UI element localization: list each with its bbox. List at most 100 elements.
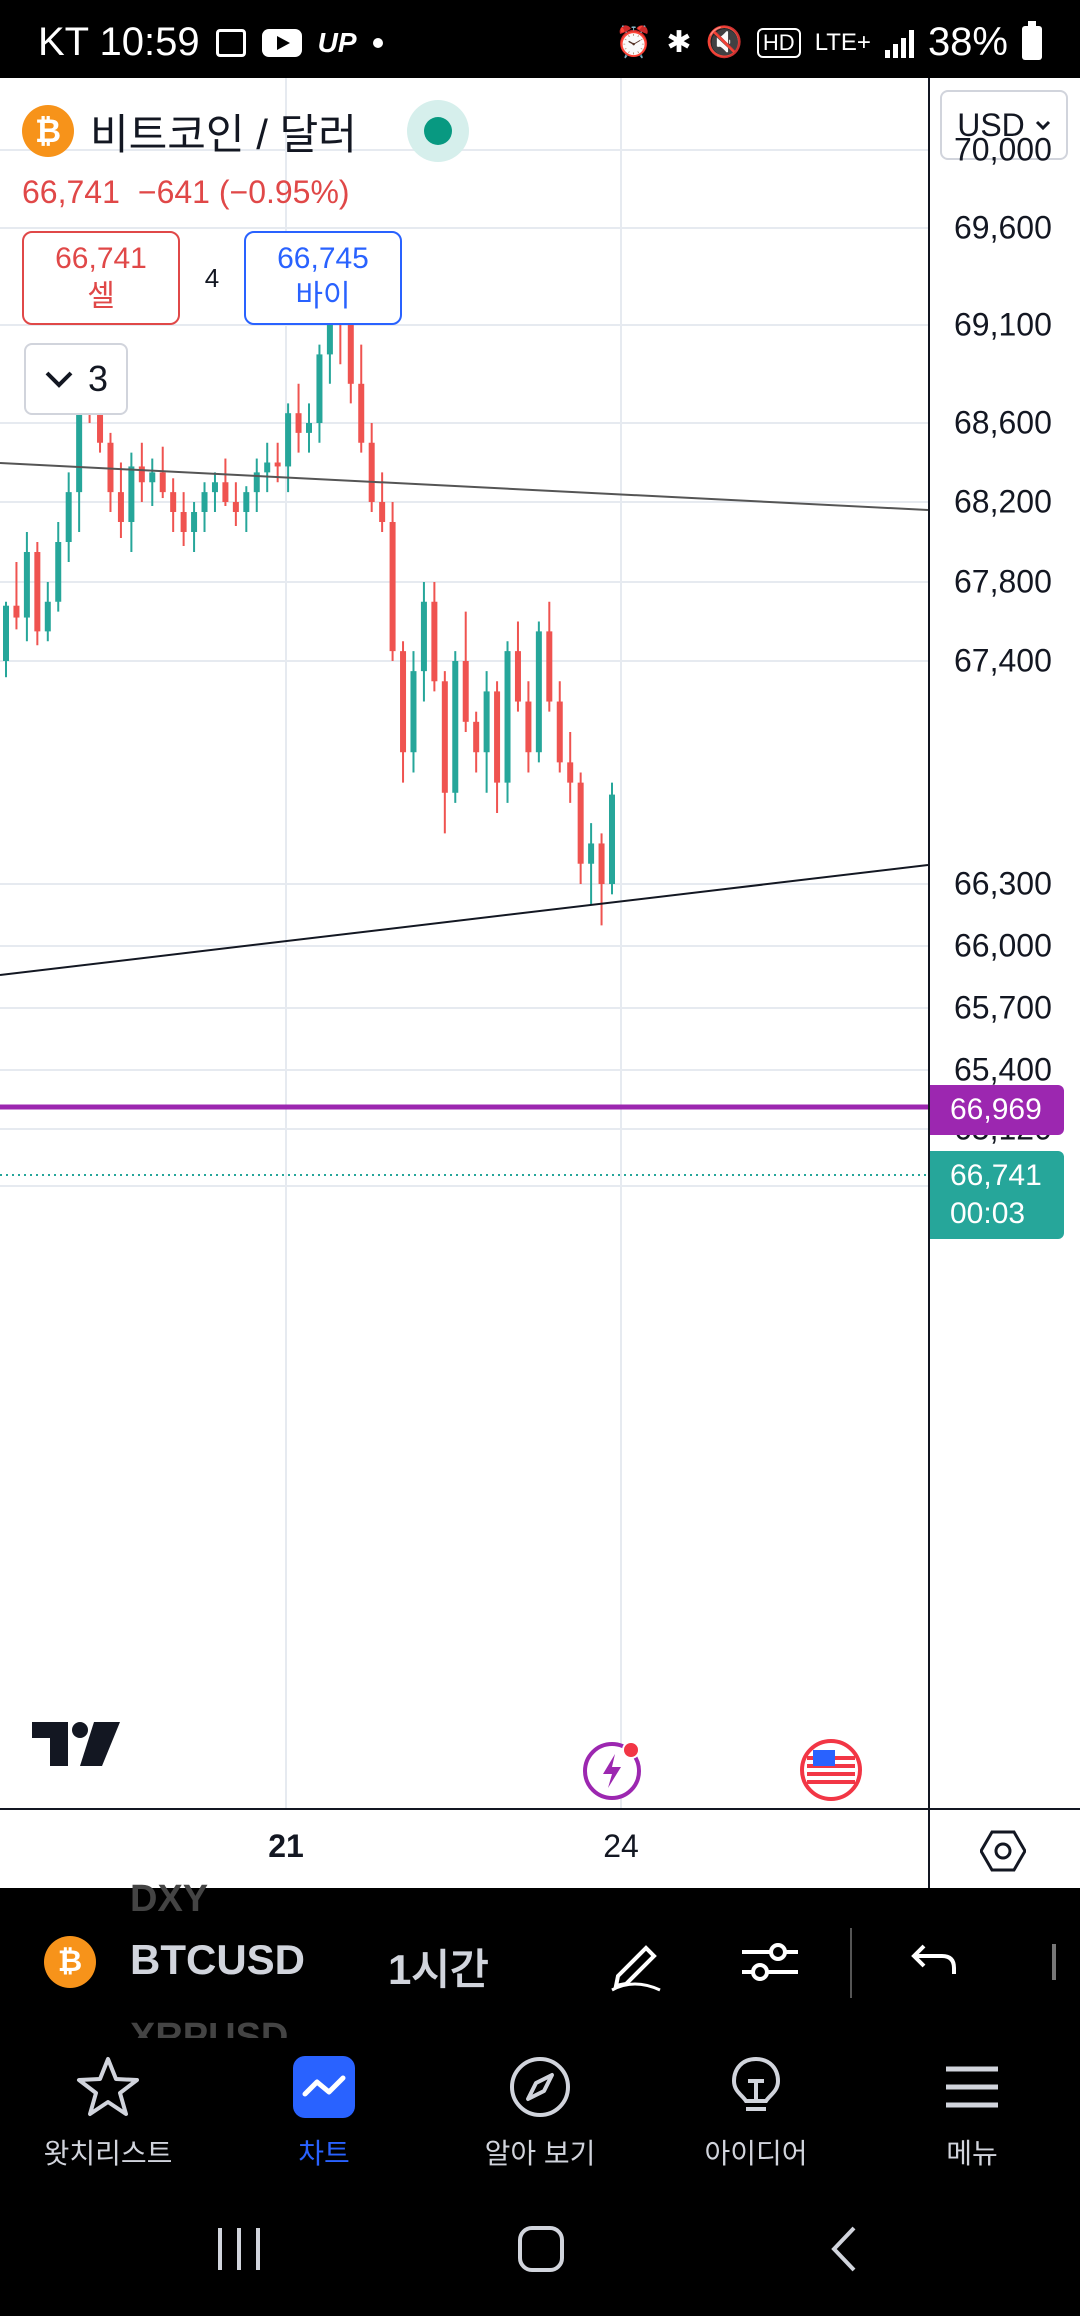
candle-body	[483, 691, 490, 753]
drawing-tools-icon[interactable]	[604, 1930, 668, 1994]
notification-dot-icon	[372, 37, 383, 48]
nav-watchlist[interactable]: 왓치리스트	[0, 2038, 216, 2182]
candle-body	[65, 492, 72, 542]
price-tick: 69,100	[954, 306, 1052, 343]
last-price-label: 66,741 00:03	[930, 1151, 1064, 1239]
chart-settings-icon[interactable]	[980, 1828, 1026, 1874]
status-right: ⏰ ✱ 🔇 HD LTE+ 38%	[615, 20, 1042, 65]
sell-button[interactable]: 66,741 셀	[22, 231, 180, 325]
status-left: KT 10:59 UP	[38, 20, 383, 65]
back-icon[interactable]	[822, 2224, 872, 2274]
candle-body	[3, 605, 9, 661]
price-tick: 70,000	[954, 131, 1052, 168]
youtube-icon	[261, 28, 302, 57]
candle-body	[13, 605, 20, 618]
us-flag-icon[interactable]	[799, 1738, 863, 1802]
chart-plot-area[interactable]: ₿ 비트코인 / 달러 66,741 −641 (−0.95%) 66,741 …	[0, 78, 928, 1808]
redo-icon[interactable]	[1040, 1930, 1080, 1994]
candle-body	[347, 325, 354, 384]
candle-body	[389, 522, 396, 652]
candle-body	[441, 681, 448, 793]
symbol-header[interactable]: ₿ 비트코인 / 달러	[22, 100, 469, 162]
indicators-icon[interactable]	[738, 1930, 802, 1994]
lightbulb-icon	[723, 2054, 789, 2120]
nav-label: 알아 보기	[484, 2138, 596, 2169]
bluetooth-icon: ✱	[666, 26, 692, 59]
candle-body	[264, 462, 271, 473]
candle-body	[76, 379, 83, 493]
candle-body	[201, 492, 208, 512]
interval-selector[interactable]: 1시간	[388, 1946, 489, 1993]
candle-body	[462, 661, 469, 722]
nav-chart[interactable]: 차트	[216, 2038, 432, 2182]
price-tick: 65,700	[954, 989, 1052, 1026]
candle-body	[306, 423, 312, 433]
flash-icon[interactable]	[581, 1740, 643, 1802]
candle-body	[274, 462, 281, 467]
candle-body	[180, 512, 187, 532]
candle-body	[504, 651, 511, 783]
candle-body	[431, 601, 438, 682]
candle-body	[567, 762, 574, 783]
time-axis[interactable]: 21 24	[0, 1808, 1080, 1890]
last-price: 66,741	[22, 174, 120, 210]
symbol-name[interactable]: 비트코인 / 달러	[90, 110, 357, 158]
candle-body	[232, 502, 239, 512]
signal-icon	[884, 28, 914, 58]
price-axis[interactable]: USD 70,000 69,600 69,100 68,600 68,200 67,800…	[928, 78, 1080, 1808]
buy-button[interactable]: 66,745 바이	[244, 231, 402, 325]
candle-body	[598, 843, 605, 884]
bitcoin-logo-icon: ₿	[22, 105, 74, 157]
candle-series	[3, 257, 615, 926]
candle-body	[222, 482, 229, 502]
candle-body	[295, 413, 302, 433]
candle-body	[577, 782, 584, 864]
trendline-upper	[0, 462, 928, 511]
nav-menu[interactable]: 메뉴	[864, 2038, 1080, 2182]
nav-explore[interactable]: 알아 보기	[432, 2038, 648, 2182]
star-icon	[75, 2054, 141, 2120]
status-carrier-time: KT 10:59	[38, 20, 200, 64]
symbol-selector[interactable]: BTCUSD	[130, 1936, 305, 1983]
home-icon[interactable]	[516, 2224, 566, 2274]
buy-price: 66,745	[277, 242, 369, 275]
price-tick: 69,600	[954, 209, 1052, 246]
recent-apps-icon[interactable]	[214, 2224, 264, 2274]
ghost-symbol-above: DXY	[130, 1878, 209, 1920]
price-tick: 66,300	[954, 865, 1052, 902]
upbit-icon: UP	[317, 26, 357, 58]
bottom-navigation: 왓치리스트 차트 알아 보기 아이디어 메뉴	[0, 2038, 1080, 2182]
candle-body	[452, 661, 459, 793]
currency-label: USD	[957, 106, 1025, 143]
price-tick: 68,600	[954, 404, 1052, 441]
candle-body	[243, 492, 250, 512]
candle-body	[107, 442, 114, 493]
mute-icon: 🔇	[705, 26, 743, 59]
system-navigation-bar	[0, 2182, 1080, 2316]
alarm-icon: ⏰	[615, 26, 653, 59]
candle-body	[556, 701, 563, 763]
indicators-toggle-button[interactable]: 3	[24, 343, 128, 415]
undo-icon[interactable]	[902, 1930, 966, 1994]
tradingview-logo-icon	[32, 1722, 120, 1766]
chart-container[interactable]: ₿ 비트코인 / 달러 66,741 −641 (−0.95%) 66,741 …	[0, 78, 1080, 1890]
candlestick-chart[interactable]	[0, 78, 928, 1808]
candle-body	[494, 691, 501, 783]
market-status-icon[interactable]	[406, 100, 469, 162]
spread-value: 4	[204, 262, 220, 293]
nav-label: 메뉴	[946, 2138, 998, 2169]
candle-body	[368, 442, 375, 502]
price-tick: 67,400	[954, 642, 1052, 679]
currency-selector[interactable]: USD	[940, 90, 1068, 160]
nav-ideas[interactable]: 아이디어	[648, 2038, 864, 2182]
toolbar-divider	[850, 1928, 852, 1998]
price-tick: 66,000	[954, 927, 1052, 964]
sell-price: 66,741	[55, 242, 147, 275]
candle-body	[410, 671, 417, 753]
candle-body	[138, 466, 145, 483]
bitcoin-logo-icon[interactable]: ₿	[44, 1936, 96, 1988]
chart-toolbar: DXY XRPUSD ₿ BTCUSD 1시간	[0, 1878, 1080, 2058]
status-bar: KT 10:59 UP ⏰ ✱ 🔇 HD LTE+ 38%	[0, 0, 1080, 78]
candle-body	[588, 843, 595, 864]
nav-label: 왓치리스트	[43, 2138, 173, 2169]
